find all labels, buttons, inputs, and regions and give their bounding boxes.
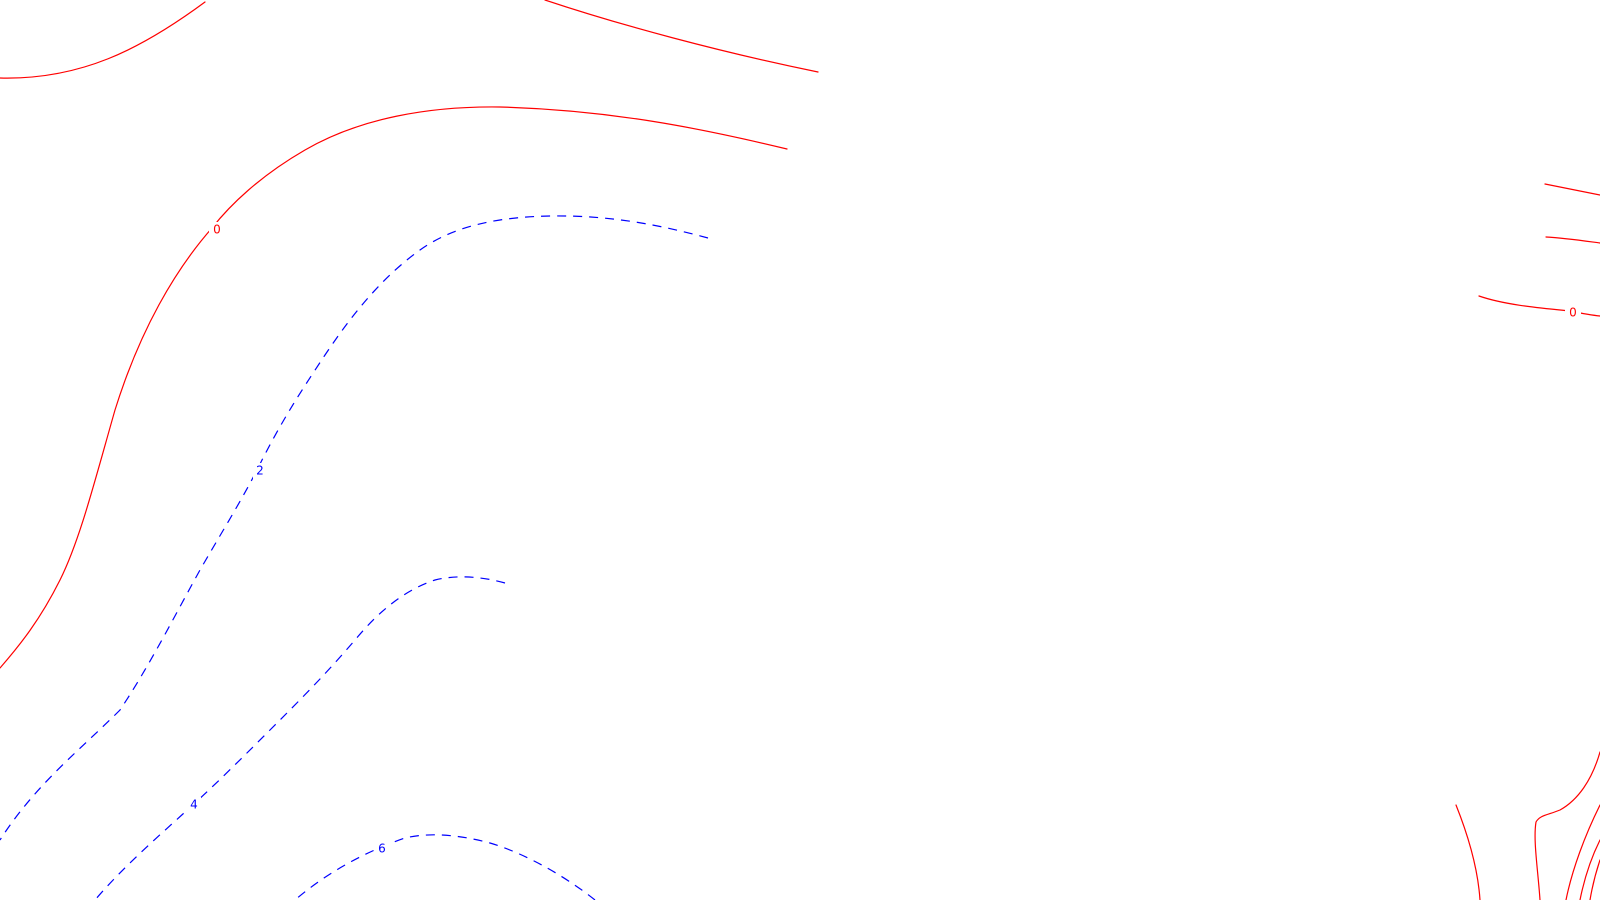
- contour-label-zero-left-text: 0: [213, 223, 221, 237]
- contour-line-zero-bottom-right-d: [1579, 839, 1600, 900]
- contour-line-zero-right-2: [1545, 236, 1600, 244]
- contour-line-zero-bottom-right-a: [1455, 804, 1481, 900]
- contour-line-zero-bottom-right-b: [1534, 751, 1600, 900]
- contour-label-two: 2: [253, 463, 267, 479]
- contour-label-zero-left: 0: [209, 222, 225, 238]
- contour-line-zero-top-left: [0, 1, 206, 79]
- contour-label-six: 6: [375, 841, 389, 857]
- contour-line-zero-bottom-right-e: [1589, 859, 1600, 900]
- contour-line-six: [294, 834, 596, 900]
- contour-line-zero-bottom-right-c: [1565, 804, 1600, 900]
- contour-label-four-text: 4: [190, 798, 198, 812]
- contour-label-zero-right: 0: [1565, 305, 1581, 321]
- contour-label-two-text: 2: [256, 464, 264, 478]
- contour-line-zero-right-1: [1544, 183, 1600, 196]
- contour-label-six-text: 6: [378, 842, 386, 856]
- contour-line-zero-top-center: [544, 0, 819, 73]
- contour-label-zero-right-text: 0: [1569, 306, 1577, 320]
- contour-line-zero-right-3: [1478, 295, 1600, 317]
- contour-line-four: [94, 576, 506, 900]
- contour-line-two-main: [0, 215, 709, 841]
- contour-line-zero-main: [0, 106, 788, 669]
- contour-label-four: 4: [187, 797, 201, 813]
